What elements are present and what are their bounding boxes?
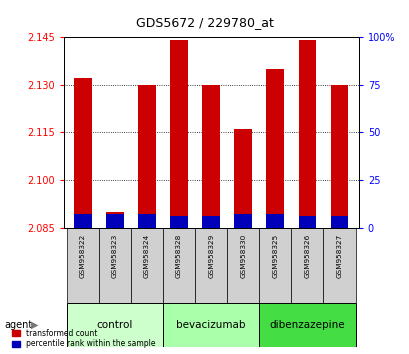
Bar [106, 214, 124, 228]
Text: GSM958322: GSM958322 [80, 234, 85, 278]
Bar [163, 303, 258, 347]
Text: GSM958325: GSM958325 [272, 234, 278, 278]
Bar [258, 303, 355, 347]
Bar [202, 216, 220, 228]
Bar [99, 228, 130, 303]
Text: dibenzazepine: dibenzazepine [269, 320, 344, 330]
Text: GSM958324: GSM958324 [144, 234, 150, 278]
Bar [163, 228, 195, 303]
Text: ▶: ▶ [31, 320, 38, 330]
Bar [234, 214, 252, 228]
Bar [323, 228, 355, 303]
Text: control: control [97, 320, 133, 330]
Bar [258, 228, 291, 303]
Bar [202, 85, 220, 228]
Bar [130, 228, 163, 303]
Bar [67, 228, 99, 303]
Bar [330, 85, 348, 228]
Text: GDS5672 / 229780_at: GDS5672 / 229780_at [136, 16, 273, 29]
Bar [227, 228, 258, 303]
Text: GSM958328: GSM958328 [175, 234, 182, 278]
Legend: transformed count, percentile rank within the sample: transformed count, percentile rank withi… [12, 329, 155, 348]
Text: agent: agent [4, 320, 32, 330]
Bar [138, 85, 155, 228]
Bar [170, 216, 187, 228]
Bar [298, 216, 315, 228]
Text: GSM958323: GSM958323 [112, 234, 118, 278]
Bar [74, 214, 91, 228]
Bar [298, 40, 315, 228]
Bar [234, 129, 252, 228]
Text: GSM958330: GSM958330 [240, 234, 246, 278]
Text: GSM958327: GSM958327 [336, 234, 342, 278]
Bar [195, 228, 227, 303]
Bar [170, 40, 187, 228]
Bar [266, 69, 283, 228]
Bar [330, 216, 348, 228]
Bar [138, 214, 155, 228]
Text: GSM958329: GSM958329 [208, 234, 213, 278]
Bar [291, 228, 323, 303]
Bar [74, 79, 91, 228]
Text: GSM958326: GSM958326 [303, 234, 310, 278]
Bar [266, 214, 283, 228]
Bar [67, 303, 163, 347]
Text: bevacizumab: bevacizumab [176, 320, 245, 330]
Bar [106, 212, 124, 228]
